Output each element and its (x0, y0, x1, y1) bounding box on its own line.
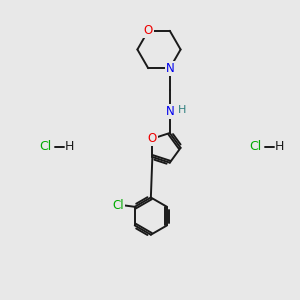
Text: Cl: Cl (112, 199, 124, 212)
Text: H: H (275, 140, 284, 154)
Text: O: O (148, 132, 157, 145)
Text: O: O (144, 24, 153, 37)
Text: H: H (178, 105, 187, 115)
Text: Cl: Cl (249, 140, 261, 154)
Text: N: N (165, 105, 174, 118)
Text: H: H (65, 140, 74, 154)
Text: Cl: Cl (39, 140, 51, 154)
Text: N: N (165, 62, 174, 75)
